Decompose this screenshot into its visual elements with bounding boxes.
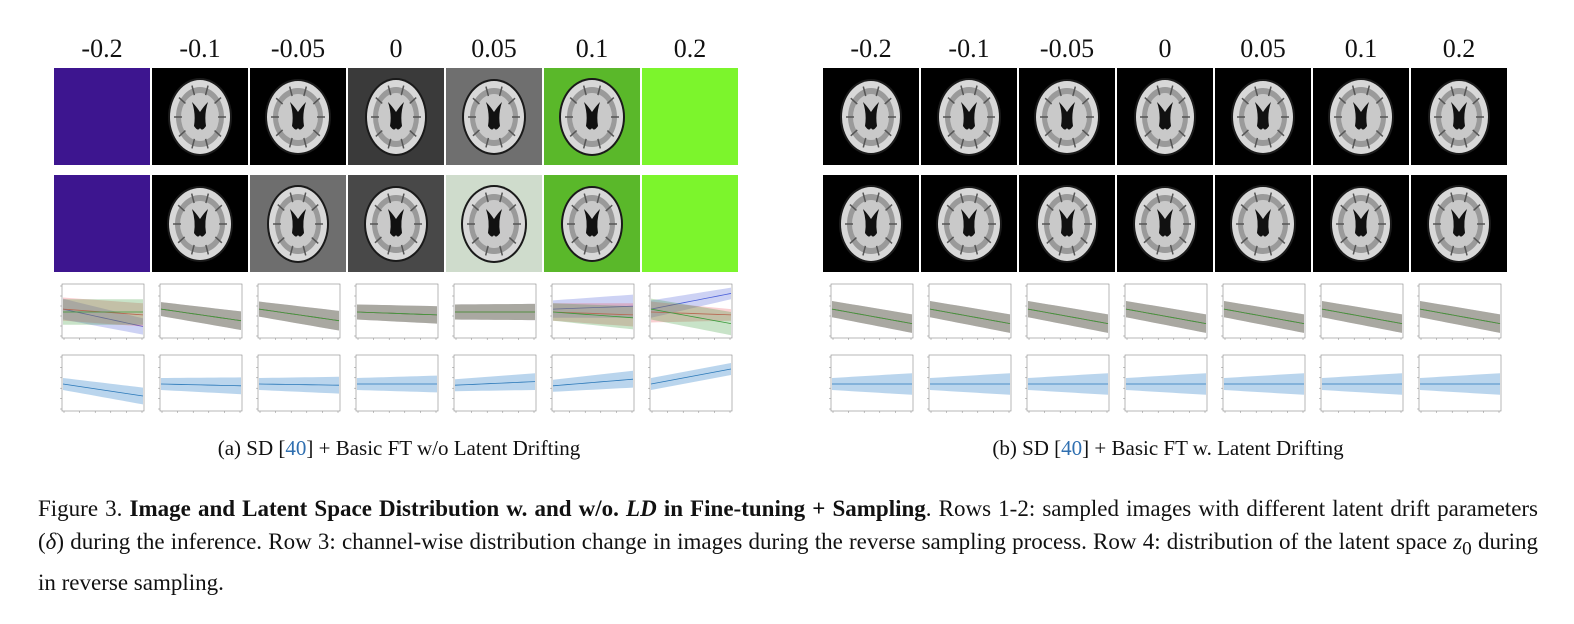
latent-distribution-plot: [648, 354, 734, 419]
sample-image: [250, 175, 346, 272]
delta-label: 0: [1158, 34, 1172, 63]
sample-image: [54, 68, 150, 165]
channel-distribution-plot: [1221, 283, 1307, 346]
subfigure-caption-b: (b) SD [40] + Basic FT w. Latent Driftin…: [992, 436, 1344, 460]
sample-image: [152, 68, 248, 165]
caption-title: Image and Latent Space Distribution w. a…: [129, 496, 926, 521]
latent-distribution-plot: [1025, 354, 1111, 419]
sample-row-1: [54, 68, 744, 165]
delta-label: -0.1: [948, 34, 990, 63]
sample-image: [1411, 175, 1507, 272]
sample-image: [642, 175, 738, 272]
channel-distribution-plot: [452, 283, 538, 346]
citation-link[interactable]: 40: [285, 436, 307, 460]
latent-distribution-plot: [829, 354, 915, 419]
sample-image: [446, 175, 542, 272]
channel-distribution-row: [823, 283, 1513, 341]
channel-distribution-plot: [648, 283, 734, 346]
sample-image: [348, 68, 444, 165]
channel-distribution-plot: [60, 283, 146, 346]
delta-label: -0.2: [850, 34, 892, 63]
latent-distribution-plot: [550, 354, 636, 419]
sample-image: [921, 68, 1017, 165]
sample-image: [642, 68, 738, 165]
sample-image: [1117, 68, 1213, 165]
delta-label: 0: [389, 34, 403, 63]
channel-distribution-row: [54, 283, 744, 341]
sample-image: [544, 175, 640, 272]
channel-distribution-plot: [158, 283, 244, 346]
delta-label: 0.2: [673, 34, 707, 63]
channel-distribution-plot: [1417, 283, 1503, 346]
sample-image: [1117, 175, 1213, 272]
sample-image: [348, 175, 444, 272]
delta-header-row: -0.2 -0.1 -0.05 0 0.05 0.1 0.2: [54, 30, 744, 68]
latent-distribution-plot: [158, 354, 244, 419]
sample-image: [1411, 68, 1507, 165]
delta-label: -0.05: [270, 34, 326, 63]
sample-image: [152, 175, 248, 272]
latent-distribution-plot: [927, 354, 1013, 419]
sample-image: [921, 175, 1017, 272]
channel-distribution-plot: [550, 283, 636, 346]
sample-row-2: [54, 175, 744, 272]
channel-distribution-plot: [1319, 283, 1405, 346]
sample-image: [1313, 68, 1409, 165]
channel-distribution-plot: [354, 283, 440, 346]
latent-distribution-row: [823, 354, 1513, 414]
sample-row-2: [823, 175, 1513, 272]
delta-label: 0.05: [1240, 34, 1286, 63]
delta-label: 0.1: [1344, 34, 1378, 63]
delta-label: 0.1: [575, 34, 609, 63]
channel-distribution-plot: [829, 283, 915, 346]
sample-image: [1019, 68, 1115, 165]
sample-image: [544, 68, 640, 165]
latent-distribution-plot: [1319, 354, 1405, 419]
latent-distribution-plot: [354, 354, 440, 419]
sample-image: [823, 68, 919, 165]
latent-distribution-plot: [60, 354, 146, 419]
latent-distribution-plot: [1417, 354, 1503, 419]
latent-distribution-plot: [1221, 354, 1307, 419]
latent-distribution-plot: [1123, 354, 1209, 419]
delta-label: -0.05: [1039, 34, 1095, 63]
delta-label: 0.05: [471, 34, 517, 63]
delta-label: 0.2: [1442, 34, 1476, 63]
citation-link[interactable]: 40: [1061, 436, 1083, 460]
sample-image: [1215, 175, 1311, 272]
channel-distribution-plot: [927, 283, 1013, 346]
figure-caption: Figure 3. Image and Latent Space Distrib…: [38, 496, 1539, 595]
delta-label: -0.1: [179, 34, 221, 63]
latent-distribution-row: [54, 354, 744, 414]
delta-label: -0.2: [81, 34, 123, 63]
channel-distribution-plot: [1123, 283, 1209, 346]
channel-distribution-plot: [1025, 283, 1111, 346]
sample-image: [1313, 175, 1409, 272]
sample-image: [446, 68, 542, 165]
delta-header-row: -0.2 -0.1 -0.05 0 0.05 0.1 0.2: [823, 30, 1513, 68]
sample-image: [54, 175, 150, 272]
panel-a: -0.2 -0.1 -0.05 0 0.05 0.1 0.2 (a) SD [4…: [54, 30, 744, 460]
channel-distribution-plot: [256, 283, 342, 346]
subfigure-caption-a: (a) SD [40] + Basic FT w/o Latent Drifti…: [217, 436, 581, 460]
latent-distribution-plot: [256, 354, 342, 419]
latent-distribution-plot: [452, 354, 538, 419]
sample-image: [823, 175, 919, 272]
sample-image: [250, 68, 346, 165]
sample-row-1: [823, 68, 1513, 165]
sample-image: [1019, 175, 1115, 272]
panel-b: -0.2 -0.1 -0.05 0 0.05 0.1 0.2 (b) SD [4…: [823, 30, 1513, 460]
sample-image: [1215, 68, 1311, 165]
